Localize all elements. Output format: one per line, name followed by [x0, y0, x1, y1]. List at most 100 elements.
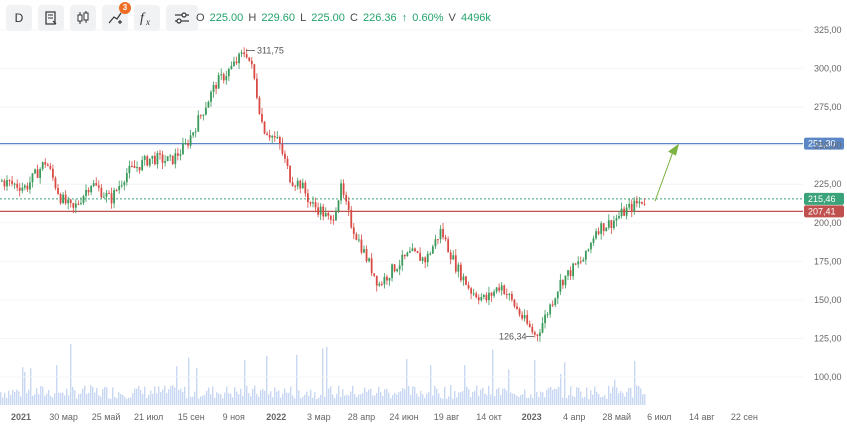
volume-bar: [32, 395, 34, 405]
candle-body: [294, 185, 297, 187]
candle-body: [54, 177, 57, 188]
volume-bar: [220, 394, 222, 405]
indicators-button[interactable]: f x: [134, 5, 160, 31]
volume-bar: [574, 397, 576, 405]
volume-bar: [230, 393, 232, 405]
candle-body: [179, 154, 182, 156]
candle-body: [564, 275, 567, 286]
candle-body: [44, 162, 47, 165]
volume-bar: [620, 390, 622, 405]
candle-body: [641, 201, 643, 204]
candle-body: [493, 291, 495, 296]
volume-bar: [442, 398, 444, 405]
notes-button[interactable]: [38, 5, 64, 31]
volume-bar: [198, 398, 200, 405]
volume-bar: [148, 394, 150, 405]
candle-body: [225, 76, 228, 81]
volume-bar: [514, 393, 516, 405]
volume-bar: [336, 393, 338, 405]
volume-bar: [524, 389, 526, 405]
volume-bar: [636, 385, 638, 405]
low-label: L: [300, 12, 307, 24]
candle-body: [434, 239, 437, 247]
volume-bar: [332, 394, 334, 405]
volume-bar: [482, 387, 484, 405]
interval-label: D: [14, 11, 24, 25]
volume-bar: [582, 397, 584, 405]
volume-bar: [246, 385, 248, 405]
candle-body: [431, 246, 434, 254]
candle-body: [110, 193, 113, 204]
horizontal-levels[interactable]: 251,30 215,46 207,41: [0, 137, 844, 218]
volume-bar: [122, 394, 124, 405]
candle-body: [74, 203, 77, 208]
volume-bar: [228, 393, 230, 405]
candle-body: [309, 202, 312, 204]
volume-bar: [188, 357, 190, 405]
candle-body: [59, 193, 62, 204]
candle-body: [607, 220, 610, 228]
volume-bar: [434, 385, 436, 405]
volume-bar: [74, 390, 76, 405]
time-axis[interactable]: 2021 30 мар 25 май 21 июл 15 сен 9 ноя 2022 3 м…: [11, 412, 758, 422]
volume-bar: [78, 393, 80, 405]
volume-bar: [80, 393, 82, 405]
volume-bar: [432, 395, 434, 405]
candle-body: [227, 69, 230, 77]
volume-bar: [638, 385, 640, 405]
candle-body: [304, 182, 307, 194]
candle-body: [131, 165, 133, 167]
volume-bar: [360, 394, 362, 405]
volume-bar: [474, 390, 476, 405]
price-axis[interactable]: 325,00 300,00 275,00 250,00 225,00 200,00 175,…: [814, 25, 842, 382]
volume-bar: [572, 396, 574, 405]
alerts-button[interactable]: 3: [102, 2, 131, 31]
alerts-count-badge: 3: [119, 2, 131, 14]
candle-body: [600, 223, 603, 234]
candle-body: [77, 203, 80, 205]
price-tick-label: 175,00: [814, 256, 842, 266]
chart-toolbar: D 3 f x: [6, 2, 198, 31]
volume-bar: [512, 393, 514, 405]
time-tick-label: 28 апр: [348, 412, 375, 422]
candle-body: [248, 57, 251, 61]
candle-body: [82, 195, 85, 203]
candle-body: [523, 315, 526, 319]
volume-bar: [392, 395, 394, 405]
candle-body: [174, 153, 177, 165]
volume-bar: [464, 365, 466, 405]
candle-body: [92, 183, 95, 186]
volume-bar: [202, 395, 204, 405]
candle-body: [166, 156, 169, 162]
settings-button[interactable]: [166, 5, 198, 31]
volume-bar: [236, 391, 238, 405]
candle-body: [194, 131, 197, 133]
candle-body: [352, 227, 355, 235]
interval-button[interactable]: D: [6, 5, 32, 31]
chart-type-button[interactable]: [70, 5, 96, 31]
volume-bar: [152, 393, 154, 405]
volume-bar: [580, 391, 582, 405]
candle-body: [378, 283, 381, 286]
candle-body: [398, 265, 401, 270]
volume-bar: [470, 397, 472, 405]
candle-body: [26, 185, 29, 190]
candle-body: [296, 180, 299, 187]
volume-bar: [90, 385, 92, 405]
volume-bar: [600, 397, 602, 405]
volume-bar: [634, 361, 636, 405]
volume-bar: [2, 397, 4, 405]
candle-body: [337, 200, 340, 212]
candle-body: [358, 239, 360, 241]
candle-body: [541, 323, 544, 333]
candle-body: [577, 261, 580, 265]
candle-body: [276, 136, 279, 138]
volume-bar: [518, 396, 520, 405]
volume-bar: [644, 394, 646, 405]
volume-bar: [312, 397, 314, 405]
candle-body: [505, 294, 508, 296]
candle-body: [416, 251, 419, 253]
candle-body: [602, 223, 605, 232]
volume-bar: [496, 389, 498, 405]
